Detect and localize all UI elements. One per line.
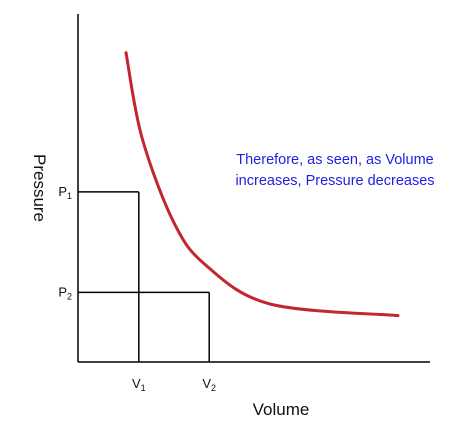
p1-tick-label: P1 [58, 184, 72, 201]
p1-tick-sub: 1 [67, 191, 72, 201]
p2-tick-label: P2 [58, 284, 72, 301]
v2-tick-main: V [202, 376, 211, 391]
x-axis-label: Volume [253, 400, 310, 419]
annotation-line-1: Therefore, as seen, as Volume [236, 152, 433, 168]
v1-tick-main: V [132, 376, 141, 391]
p2-tick-sub: 2 [67, 291, 72, 301]
annotation-line-2: increases, Pressure decreases [235, 173, 434, 189]
v2-tick-sub: 2 [211, 383, 216, 393]
v2-tick-label: V2 [202, 376, 216, 393]
v1-tick-label: V1 [132, 376, 146, 393]
y-axis-label: Pressure [30, 154, 49, 222]
p2-tick-main: P [58, 284, 67, 299]
p1-tick-main: P [58, 184, 67, 199]
v1-tick-sub: 1 [141, 383, 146, 393]
pressure-volume-curve [124, 51, 400, 318]
